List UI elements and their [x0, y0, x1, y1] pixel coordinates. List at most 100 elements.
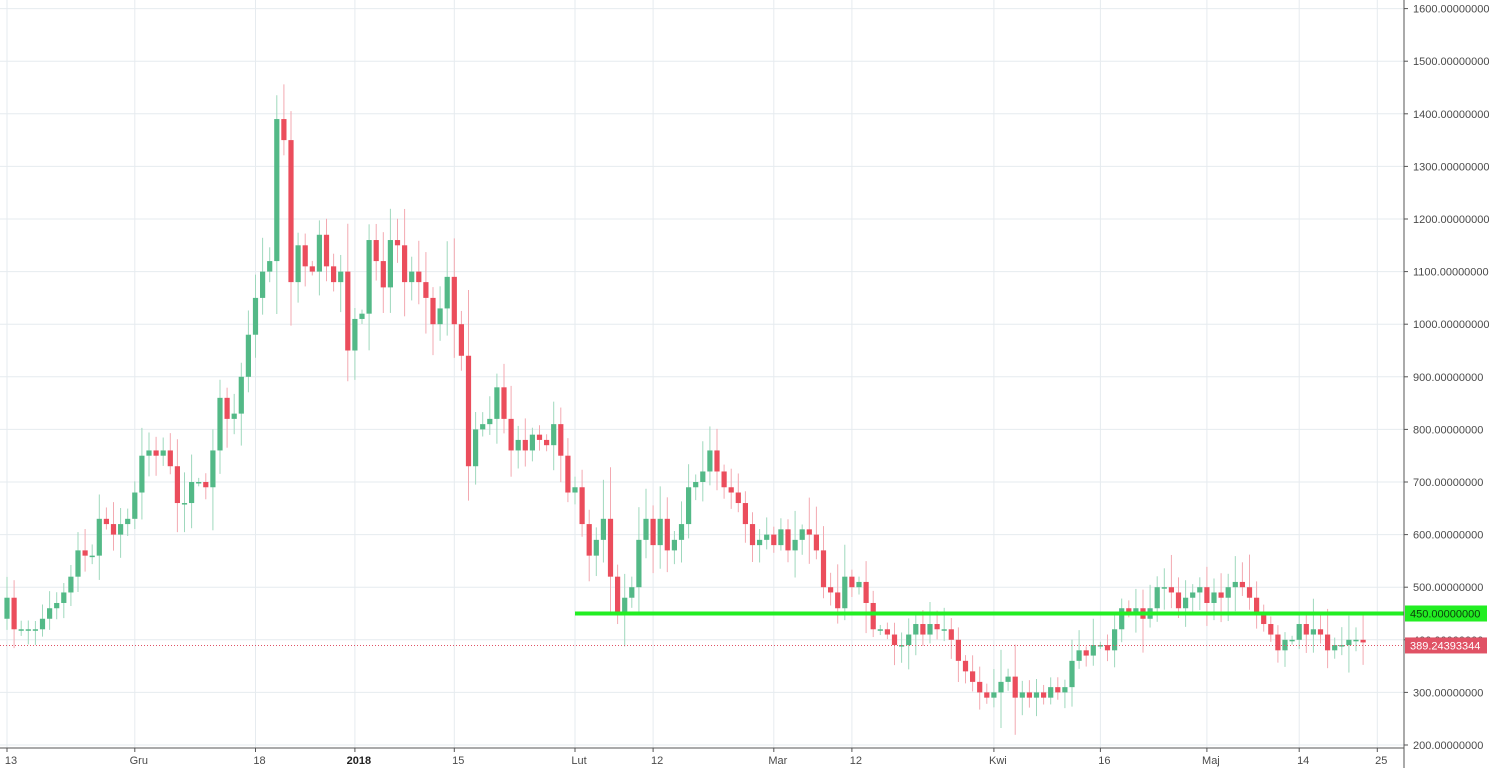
candle-body [820, 550, 827, 588]
candle-body [139, 455, 145, 493]
candle [700, 441, 706, 502]
candle [899, 632, 905, 663]
candle [1232, 556, 1238, 612]
candle-body [586, 524, 592, 556]
candle-body [501, 387, 507, 419]
candle [991, 669, 997, 708]
candle-body [1246, 587, 1253, 598]
price-tick-label: 1300.00000000 [1413, 161, 1489, 173]
candle-body [1303, 624, 1309, 635]
candle-body [877, 629, 883, 631]
candle [686, 464, 692, 539]
candle-body [891, 634, 898, 646]
candle [1112, 613, 1118, 668]
last-price-tag-label: 389.24393344 [1410, 640, 1480, 652]
candle-body [309, 266, 315, 272]
candle-body [1232, 581, 1238, 588]
candle-body [96, 518, 102, 556]
candle-body [1097, 645, 1103, 647]
candle-body [1168, 587, 1174, 593]
candle [423, 252, 429, 334]
candle [409, 256, 415, 301]
candle-body [11, 597, 17, 630]
candle-body [1332, 645, 1338, 651]
candle [451, 238, 457, 358]
candle-body [1197, 587, 1203, 593]
candle-body [1041, 692, 1047, 698]
candle [323, 218, 330, 282]
price-tick-label: 700.00000000 [1413, 477, 1483, 489]
candle-body [742, 503, 748, 525]
candle [189, 454, 195, 529]
candle [1239, 562, 1245, 596]
candle-body [899, 645, 905, 647]
candle-body [110, 524, 117, 535]
candle-body [295, 245, 301, 283]
candle [1055, 677, 1061, 700]
candle [1346, 615, 1352, 673]
candle-body [217, 397, 223, 451]
candle-body [281, 119, 287, 141]
candle-body [416, 271, 422, 283]
time-tick-label: Gru [130, 755, 148, 767]
candle-body [962, 660, 969, 672]
candle-body [749, 524, 756, 546]
candle-body [1090, 645, 1096, 656]
candle-body [650, 518, 656, 546]
candle [75, 532, 81, 592]
candle-body [302, 245, 308, 267]
candle [1268, 616, 1274, 642]
time-tick-label: 15 [452, 755, 464, 767]
candle [1090, 618, 1096, 666]
candle [1303, 615, 1309, 653]
candle [977, 666, 983, 710]
candle [1197, 577, 1203, 611]
candle-body [664, 518, 670, 551]
candle-body [323, 234, 330, 267]
candle-body [366, 240, 372, 314]
candle [728, 468, 734, 509]
candle [820, 526, 827, 599]
candle [331, 253, 337, 292]
candle-body [1133, 608, 1139, 614]
candle [380, 232, 386, 313]
candle [4, 576, 10, 630]
candle [629, 576, 635, 608]
candle-body [558, 424, 564, 456]
candle-body [544, 439, 550, 446]
candle [437, 286, 443, 341]
candle-body [1083, 650, 1089, 656]
candle [480, 412, 486, 437]
candle [671, 530, 677, 565]
candle [267, 247, 273, 283]
candle [1133, 588, 1139, 633]
candle [1261, 604, 1267, 632]
candle-body [1296, 624, 1302, 640]
candle [579, 469, 585, 537]
candle-body [1026, 692, 1032, 698]
candle-body [316, 234, 322, 272]
time-tick-label: Kwi [989, 755, 1007, 767]
candle [849, 569, 855, 597]
time-tick-label: 13 [5, 755, 17, 767]
candle-body [863, 581, 869, 603]
candle [813, 506, 819, 560]
candle [146, 432, 152, 477]
candle [359, 309, 365, 324]
candle-body [955, 639, 961, 661]
candle-body [196, 482, 202, 484]
candle [522, 418, 528, 467]
candle-body [238, 376, 244, 414]
candle-body [153, 450, 159, 456]
candle-body [39, 618, 46, 630]
candle-body [54, 602, 60, 609]
candle [11, 580, 17, 649]
candle-body [245, 334, 251, 377]
candle [1175, 577, 1182, 618]
candle [1048, 677, 1054, 705]
candle-body [1126, 608, 1132, 614]
candle-body [657, 518, 663, 546]
candle [139, 427, 145, 520]
candle-body [884, 629, 890, 635]
